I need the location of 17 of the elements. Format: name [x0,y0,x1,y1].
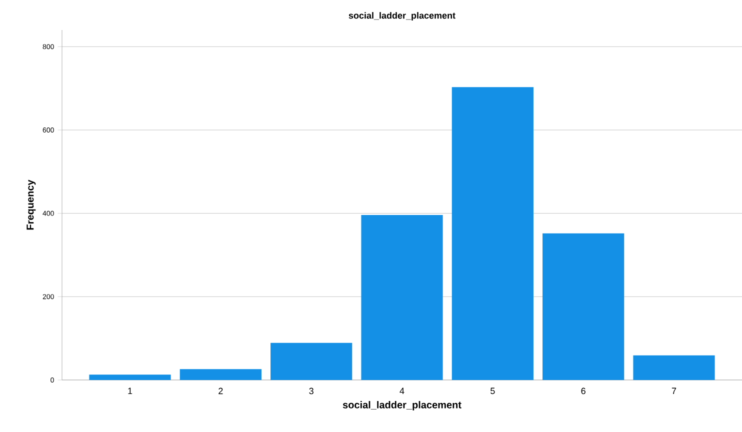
x-tick-label: 1 [128,388,132,394]
x-axis-title: social_ladder_placement [342,401,462,410]
y-axis-title: Frequency [26,180,36,230]
bar [633,355,715,380]
bar [542,233,624,380]
x-tick-label: 6 [581,388,586,394]
bar [180,369,262,380]
bar [270,342,352,380]
x-tick-label: 3 [309,388,314,394]
x-tick-label: 7 [672,388,676,394]
x-tick-label: 2 [218,388,223,394]
bar [361,215,443,380]
chart-title: social_ladder_placement [348,12,456,20]
x-tick-label: 4 [400,388,404,394]
bar [452,87,534,380]
bar [89,374,171,380]
x-tick-label: 5 [490,388,495,394]
